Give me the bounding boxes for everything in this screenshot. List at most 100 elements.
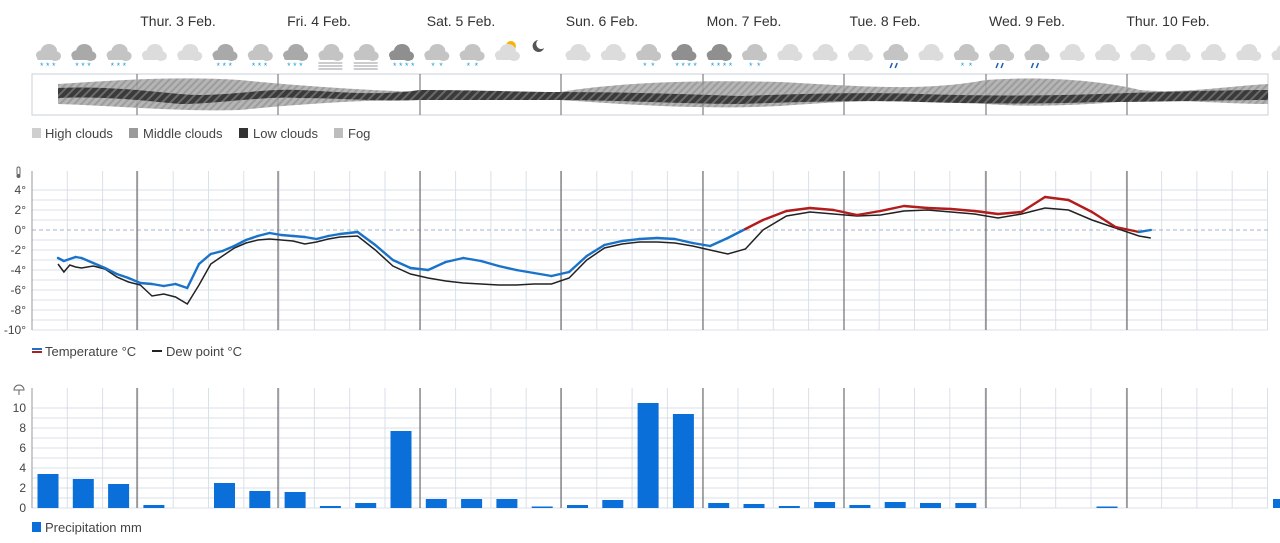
day-label: Tue. 8 Feb. — [849, 13, 920, 29]
cloud-icon — [1095, 44, 1120, 61]
precipitation-bar — [743, 504, 765, 508]
precipitation-bar — [284, 492, 306, 508]
temperature-y-ticks: 4° 2° 0° -2° -4° -6° -8° -10° — [4, 183, 26, 337]
temperature-segment — [356, 230, 377, 247]
temperature-segment — [620, 237, 641, 243]
svg-text:*: * — [117, 61, 121, 71]
temperature-segment — [391, 258, 412, 270]
temperature-segment — [1043, 195, 1070, 202]
svg-text:*: * — [431, 61, 435, 71]
temperature-segment — [532, 271, 553, 278]
svg-text:*: * — [687, 61, 691, 71]
fog-label: Fog — [348, 126, 370, 141]
temperature-segment — [233, 238, 248, 248]
svg-text:*: * — [287, 61, 291, 71]
y-tick-label: -2° — [11, 243, 27, 257]
svg-text:*: * — [40, 61, 44, 71]
svg-text:*: * — [969, 61, 973, 71]
y-tick-label: 0 — [19, 501, 26, 515]
svg-text:*: * — [757, 61, 761, 71]
temperature-segment — [197, 252, 212, 266]
temperature-segment — [115, 272, 130, 280]
fog-icon — [353, 44, 379, 70]
svg-text:*: * — [711, 61, 715, 71]
temperature-segment — [92, 261, 107, 270]
day-label: Thur. 10 Feb. — [1126, 13, 1209, 29]
snow-icon: * * * — [71, 44, 97, 71]
snow-icon: * * * — [283, 44, 309, 71]
precipitation-bar — [531, 506, 553, 508]
rain-icon — [989, 44, 1015, 69]
temperature-segment — [291, 234, 306, 239]
temperature-segment — [280, 233, 295, 238]
light-snow-icon: * * — [742, 44, 767, 71]
y-tick-label: 4° — [15, 183, 27, 197]
temperature-segment — [656, 236, 677, 241]
temperature-segment — [174, 282, 189, 290]
temperature-segment — [1090, 210, 1117, 229]
dewpoint-legend-label: Dew point °C — [166, 344, 242, 359]
low-clouds-swatch — [239, 128, 248, 138]
svg-text:*: * — [675, 61, 679, 71]
cloud-icon — [141, 44, 167, 61]
day-label: Mon. 7 Feb. — [707, 13, 782, 29]
svg-text:*: * — [717, 61, 721, 71]
cloud-icon — [1200, 44, 1226, 61]
precipitation-bar — [814, 502, 836, 508]
temperature-grid — [31, 171, 1268, 331]
temperature-segment — [1137, 228, 1152, 234]
temperature-segment — [479, 259, 500, 268]
cloud-icon — [847, 44, 873, 61]
temperature-segment — [327, 232, 342, 238]
svg-text:*: * — [52, 61, 56, 71]
temperature-segment — [673, 237, 694, 245]
temperature-swatch-warm — [32, 351, 42, 353]
temperature-segment — [209, 249, 224, 256]
temperature-segment — [808, 206, 835, 212]
temperature-segment — [462, 256, 483, 263]
temperature-segment — [691, 241, 712, 248]
svg-text:*: * — [693, 61, 697, 71]
temperature-segment — [785, 206, 812, 213]
temperature-segment — [744, 218, 765, 231]
precipitation-bar — [1273, 499, 1280, 508]
snow-icon: * * * — [106, 44, 132, 71]
svg-text:*: * — [961, 61, 965, 71]
temperature-segment — [150, 282, 165, 288]
temperature-segment — [973, 209, 1000, 216]
temperature-segment — [926, 206, 953, 211]
precipitation-bar — [425, 499, 447, 508]
cloud-icon — [565, 44, 591, 61]
cloud-icon — [918, 44, 944, 61]
temperature-segment — [497, 264, 518, 272]
precipitation-bar — [955, 503, 977, 508]
temperature-segment — [268, 231, 283, 237]
svg-text:*: * — [111, 61, 115, 71]
temperature-chart: 4° 2° 0° -2° -4° -6° -8° -10° — [4, 166, 1268, 337]
night-icon — [532, 40, 545, 52]
temperature-segment — [949, 207, 976, 213]
precipitation-bar — [602, 500, 624, 508]
svg-text:*: * — [252, 61, 256, 71]
temperature-segment — [103, 266, 118, 276]
temperature-segment — [996, 210, 1023, 216]
svg-text:*: * — [229, 61, 233, 71]
high-clouds-swatch — [32, 128, 41, 138]
cloud-icon — [1236, 44, 1262, 61]
dewpoint-line — [57, 207, 1151, 306]
cloud-icon — [1059, 44, 1085, 61]
y-tick-label: -4° — [11, 263, 27, 277]
svg-text:*: * — [651, 61, 655, 71]
temperature-segment — [567, 254, 588, 274]
temperature-segment — [585, 243, 606, 258]
svg-text:*: * — [643, 61, 647, 71]
svg-text:*: * — [123, 61, 127, 71]
precipitation-bar — [108, 484, 130, 508]
precipitation-bar — [708, 503, 730, 508]
y-tick-label: 8 — [19, 421, 26, 435]
umbrella-icon — [13, 384, 25, 395]
precipitation-bar — [249, 491, 271, 508]
y-tick-label: -8° — [11, 303, 27, 317]
temperature-segment — [374, 243, 395, 262]
